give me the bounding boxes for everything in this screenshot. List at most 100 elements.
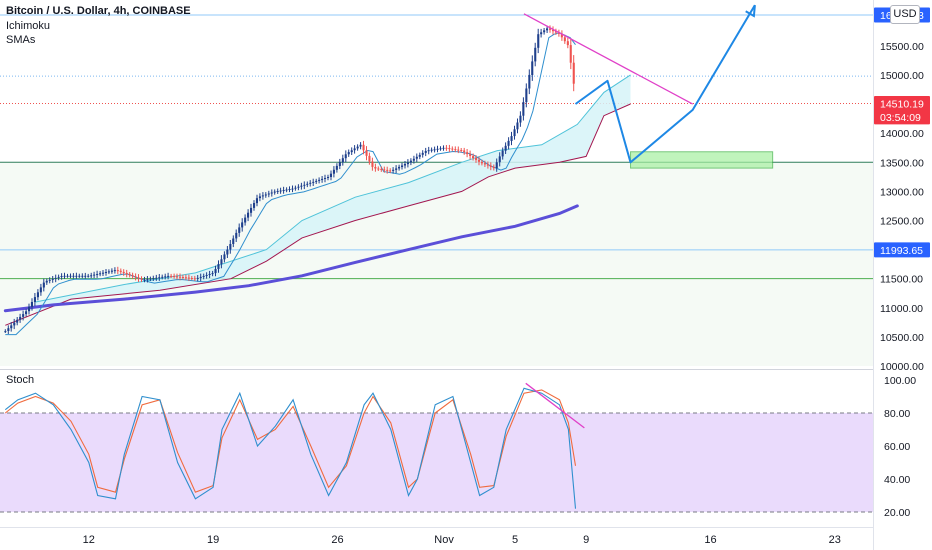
stoch-pane[interactable]: [0, 382, 873, 513]
candle-body: [374, 167, 377, 169]
candle-body: [247, 212, 250, 218]
time-tick-label: 9: [583, 534, 589, 546]
candle-body: [540, 32, 543, 35]
candle-body: [406, 162, 409, 165]
candle-body: [362, 144, 365, 151]
ichimoku-tenkan-line: [5, 32, 576, 336]
candle-body: [164, 276, 167, 278]
candle-body: [81, 275, 84, 277]
candle-body: [480, 161, 483, 164]
candle-body: [226, 249, 229, 255]
candle-body: [149, 278, 152, 280]
candle-body: [469, 154, 472, 156]
candle-body: [211, 273, 214, 275]
time-tick-label: 12: [83, 534, 95, 546]
candle-body: [137, 277, 140, 279]
time-tick-label: 19: [207, 534, 219, 546]
currency-button[interactable]: USD: [890, 5, 920, 24]
candle-body: [158, 277, 161, 279]
price-tick-label: 12500.00: [880, 215, 924, 227]
stoch-tick-label: 80.00: [884, 408, 910, 420]
candle-body: [421, 152, 424, 155]
candle-body: [253, 203, 256, 208]
sma-line: [3, 204, 579, 313]
candle-body: [492, 166, 495, 169]
candle-body: [60, 276, 63, 277]
candle-body: [90, 275, 93, 277]
candle-body: [318, 179, 321, 181]
candle-body: [475, 158, 478, 160]
candle-body: [409, 160, 412, 163]
candle-body: [451, 148, 454, 150]
candle-body: [217, 264, 220, 269]
candle-body: [454, 149, 457, 151]
candle-body: [223, 254, 226, 260]
candle-body: [510, 136, 513, 141]
candle-body: [569, 45, 572, 63]
price-tick-label: 15500.00: [880, 41, 924, 53]
candle-body: [229, 244, 232, 250]
candle-body: [51, 278, 54, 280]
candle-body: [483, 163, 486, 165]
candle-body: [104, 272, 107, 273]
candle-body: [371, 161, 374, 167]
candle-body: [184, 277, 187, 279]
time-tick-label: 26: [331, 534, 343, 546]
candle-body: [546, 28, 549, 31]
candle-body: [353, 148, 356, 151]
candle-body: [501, 150, 504, 157]
time-tick-label: 23: [829, 534, 841, 546]
candle-body: [235, 232, 238, 239]
stoch-tick-label: 100.00: [884, 375, 916, 387]
candle-body: [282, 190, 285, 191]
candle-body: [261, 195, 264, 197]
candle-body: [13, 322, 16, 326]
main-pane[interactable]: [0, 0, 873, 366]
candle-body: [205, 275, 208, 276]
candle-body: [528, 74, 531, 89]
candle-body: [513, 129, 516, 137]
candle-body: [131, 275, 134, 277]
candle-body: [75, 275, 78, 277]
candle-body: [477, 159, 480, 162]
candle-body: [16, 319, 19, 323]
projection-path: [574, 4, 756, 164]
candle-body: [232, 238, 235, 244]
candle-body: [176, 276, 179, 278]
candle-body: [549, 28, 552, 30]
candle-body: [199, 276, 202, 278]
candle-body: [504, 145, 507, 151]
candle-body: [39, 287, 42, 293]
candle-body: [392, 169, 395, 171]
price-tag-label: 14510.19: [880, 98, 924, 110]
candle-body: [448, 148, 451, 150]
candle-body: [285, 189, 288, 191]
stoch-pane-label[interactable]: Stoch: [6, 374, 35, 386]
candle-body: [276, 191, 279, 192]
time-axis[interactable]: 12 19 26 Nov 5 9 16 23: [0, 528, 873, 550]
price-scale[interactable]: 16000.0015500.0015000.0014500.0014000.00…: [874, 0, 932, 550]
price-tick-label: 11000.00: [880, 303, 923, 315]
candle-body: [69, 275, 72, 277]
projection-arrowhead: [745, 5, 756, 18]
candle-body: [537, 34, 540, 48]
indicator-label-ichimoku[interactable]: Ichimoku: [6, 20, 51, 32]
candle-body: [365, 150, 368, 156]
candle-body: [306, 183, 309, 185]
time-tick-label: 16: [704, 534, 716, 546]
candle-body: [28, 306, 31, 312]
candle-body: [119, 270, 122, 272]
price-tick-label: 13000.00: [880, 186, 924, 198]
candle-body: [42, 282, 45, 288]
candle-body: [264, 194, 267, 196]
candle-body: [113, 270, 116, 272]
candle-body: [19, 316, 22, 320]
candle-body: [267, 193, 270, 195]
candle-body: [534, 47, 537, 62]
candle-body: [66, 275, 69, 277]
indicator-label-smas[interactable]: SMAs: [6, 34, 36, 46]
candle-body: [87, 275, 90, 277]
candle-body: [498, 156, 501, 163]
